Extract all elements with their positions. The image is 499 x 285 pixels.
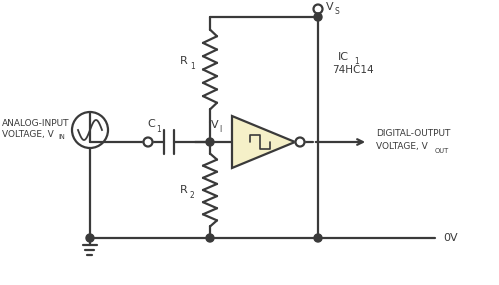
Polygon shape xyxy=(232,116,295,168)
Circle shape xyxy=(144,137,153,146)
Text: 2: 2 xyxy=(190,190,195,200)
Text: S: S xyxy=(335,7,340,15)
Text: 74HC14: 74HC14 xyxy=(332,65,374,75)
Text: I: I xyxy=(219,125,221,135)
Text: VOLTAGE, V: VOLTAGE, V xyxy=(376,142,428,152)
Circle shape xyxy=(206,234,214,242)
Text: 0V: 0V xyxy=(443,233,458,243)
Text: VOLTAGE, V: VOLTAGE, V xyxy=(2,129,54,139)
Circle shape xyxy=(314,13,322,21)
Text: 1: 1 xyxy=(190,62,195,71)
Circle shape xyxy=(206,138,214,146)
Text: IN: IN xyxy=(58,134,65,140)
Text: 1: 1 xyxy=(156,125,161,133)
Text: OUT: OUT xyxy=(435,148,449,154)
Text: 1: 1 xyxy=(354,56,359,66)
Circle shape xyxy=(314,234,322,242)
Text: R: R xyxy=(180,56,188,66)
Text: C: C xyxy=(147,119,155,129)
Text: DIGITAL-OUTPUT: DIGITAL-OUTPUT xyxy=(376,129,451,137)
Circle shape xyxy=(295,137,304,146)
Text: V: V xyxy=(326,2,334,12)
Circle shape xyxy=(86,234,94,242)
Text: R: R xyxy=(180,185,188,195)
Circle shape xyxy=(313,5,322,13)
Text: ANALOG-INPUT: ANALOG-INPUT xyxy=(2,119,69,127)
Text: V: V xyxy=(211,120,219,130)
Text: IC: IC xyxy=(338,52,349,62)
